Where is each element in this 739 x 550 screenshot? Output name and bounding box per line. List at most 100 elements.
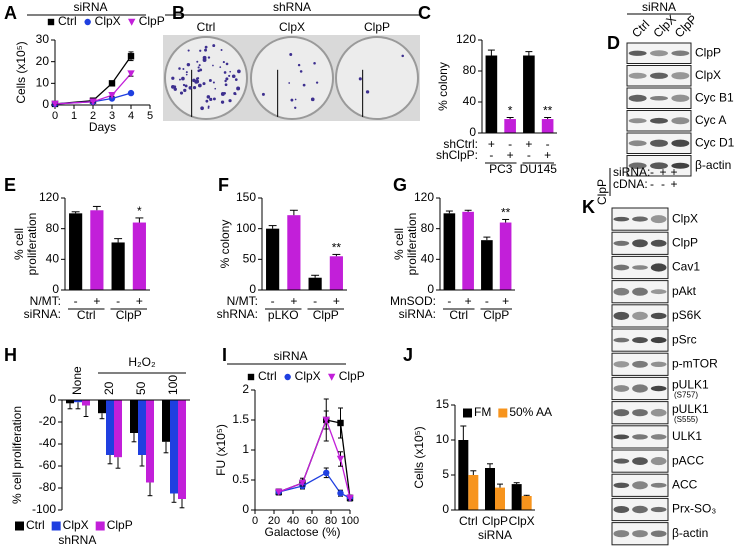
panel-letter: F xyxy=(218,175,229,195)
y-tick-label: 0 xyxy=(427,282,434,296)
blot-band xyxy=(671,72,690,80)
blot-band xyxy=(632,530,648,538)
bar xyxy=(499,222,512,290)
legend-marker xyxy=(127,18,136,26)
row-label: β-actin xyxy=(672,526,708,540)
blot-band xyxy=(650,482,667,488)
marker xyxy=(108,92,116,99)
y-tick-label: -60 xyxy=(39,458,57,472)
blot-band xyxy=(632,360,648,368)
blot-band xyxy=(650,139,668,147)
row-label: Cyc A xyxy=(695,113,726,127)
bar xyxy=(98,400,106,414)
colony xyxy=(310,97,315,102)
category-header: H₂O₂ xyxy=(128,355,156,369)
condition-mark: + xyxy=(525,137,532,151)
x-tick-label: 40 xyxy=(287,515,299,527)
y-tick-label: 20 xyxy=(36,54,50,68)
blot-band xyxy=(650,312,667,320)
x-tick-label: 100 xyxy=(166,375,180,395)
y-axis-label: % colony xyxy=(436,62,450,111)
blot-band xyxy=(613,434,630,440)
row-label: pULK1 xyxy=(672,378,709,392)
row-label: pULK1 xyxy=(672,402,709,416)
legend-marker xyxy=(284,373,291,381)
significance: ** xyxy=(332,241,342,255)
y-axis-label: proliferation xyxy=(405,213,419,276)
condition-mark: - xyxy=(546,137,550,151)
condition-mark: - xyxy=(116,294,120,308)
blot-band xyxy=(613,458,630,464)
y-tick-label: -80 xyxy=(39,480,57,494)
y-axis-label: % colony xyxy=(218,220,232,269)
bar xyxy=(66,400,74,404)
y-tick-label: 100 xyxy=(236,221,256,235)
x-tick-label: 1 xyxy=(71,110,77,122)
group-name: PC3 xyxy=(489,162,513,176)
condition-mark: + xyxy=(93,294,100,308)
colony xyxy=(192,86,197,90)
colony xyxy=(223,91,226,95)
legend-marker xyxy=(47,18,55,26)
y-tick-label: 10 xyxy=(36,76,50,90)
legend-label: ClpX xyxy=(95,14,121,28)
bar xyxy=(511,484,522,510)
bar xyxy=(170,400,178,494)
blot-band xyxy=(613,216,630,222)
plate-label: ClpP xyxy=(364,20,390,34)
plate xyxy=(250,36,334,120)
colony xyxy=(178,67,181,70)
condition-label: N/MT: xyxy=(30,294,61,308)
blot-band xyxy=(650,361,667,367)
colony xyxy=(299,70,303,73)
blot-band xyxy=(650,434,667,440)
legend-label: 50% AA xyxy=(509,405,552,419)
x-axis-label: Days xyxy=(89,120,116,134)
colony xyxy=(192,78,196,83)
blot-band xyxy=(632,481,648,490)
colony xyxy=(182,67,185,70)
bar xyxy=(106,400,114,455)
colony xyxy=(289,53,293,56)
row-site: (S555) xyxy=(674,415,698,424)
colony xyxy=(204,45,208,49)
row-label: pS6K xyxy=(672,308,701,322)
colony xyxy=(365,90,370,94)
colony xyxy=(202,55,207,60)
row-label: p-mTOR xyxy=(672,356,718,370)
legend-label: ClpX xyxy=(63,518,89,532)
series-line xyxy=(54,73,132,105)
chart-title: siRNA xyxy=(73,0,107,14)
blot-band xyxy=(613,506,630,513)
blot-band xyxy=(613,240,630,246)
colony xyxy=(224,83,228,87)
marker xyxy=(298,479,307,487)
condition-mark: - xyxy=(527,148,531,162)
bar xyxy=(178,400,186,499)
y-tick-label: 0 xyxy=(249,282,256,296)
group-name: pLKO xyxy=(268,308,299,322)
bar xyxy=(495,487,505,510)
marker xyxy=(346,494,354,502)
condition-label: cDNA: xyxy=(613,177,648,191)
group-label: siRNA: xyxy=(399,307,436,321)
colony xyxy=(179,78,181,81)
significance: ** xyxy=(543,104,553,118)
blot-band xyxy=(613,311,630,320)
colony xyxy=(186,62,191,67)
legend-label: ClpP xyxy=(139,14,165,28)
colony xyxy=(229,70,232,73)
y-tick-label: 0 xyxy=(469,125,476,139)
condition-mark: - xyxy=(313,294,317,308)
blot-band xyxy=(632,311,648,321)
blot-band xyxy=(628,94,647,102)
x-axis-label: Galactose (%) xyxy=(264,525,340,539)
blot-band xyxy=(632,434,648,440)
condition-mark: + xyxy=(670,177,677,191)
blot-band xyxy=(613,361,630,368)
colony xyxy=(228,99,232,103)
colony xyxy=(228,74,231,77)
row-label: Cyc D1 xyxy=(695,135,735,149)
blot-band xyxy=(632,409,648,417)
blot-band xyxy=(650,506,667,513)
